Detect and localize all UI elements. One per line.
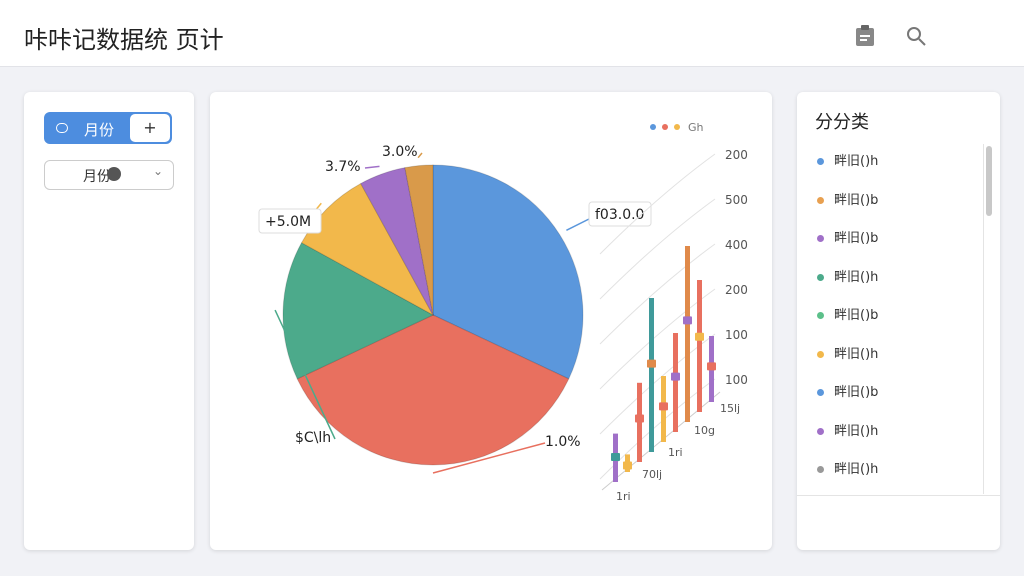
category-label: 畔旧()h <box>834 154 879 169</box>
legend-label: Gh <box>688 121 704 134</box>
category-item[interactable]: 畔旧()h <box>817 150 878 169</box>
chart: f03.0.0 1.0% $C\lh +5.0M 3.7% 3.0% Gh 200 500 400… <box>258 121 748 503</box>
category-item[interactable]: 畔旧()b <box>817 381 878 400</box>
bar-cap <box>647 359 656 368</box>
bar-cap <box>611 452 620 461</box>
y-tick-label: 100 <box>725 373 748 387</box>
month-toggle[interactable]: 月份 + <box>44 112 172 144</box>
chevron: ⌄ <box>152 164 163 178</box>
bar <box>697 280 702 412</box>
bar <box>673 333 678 432</box>
slice-label: 1.0% <box>545 434 581 450</box>
category-label: 畔旧()b <box>834 192 879 208</box>
category-item[interactable]: 畔旧()b <box>817 304 878 323</box>
category-title: 分分类 <box>815 112 869 133</box>
category-dot <box>817 466 824 473</box>
bar-cap <box>635 414 644 423</box>
bar-cap <box>623 461 632 470</box>
x-tick-label: 1ri <box>616 490 631 503</box>
slice-label: f03.0.0 <box>595 207 644 223</box>
clipboard-icon[interactable] <box>854 24 876 48</box>
sidebar: 月份 + 月份 ⌄ <box>24 92 194 550</box>
pie-slice <box>360 167 434 316</box>
category-dot <box>817 273 824 281</box>
header: 咔咔记数据统 页计 <box>0 0 1024 67</box>
toggle-icon <box>56 123 68 133</box>
bar-cap <box>683 316 692 325</box>
pie-slice <box>282 242 435 380</box>
bar <box>685 246 690 422</box>
slice-label: 3.0% <box>382 144 418 160</box>
divider <box>797 495 1000 496</box>
add-button[interactable]: + <box>130 114 170 142</box>
x-tick-label: 1ri <box>668 446 683 459</box>
legend-dot <box>662 124 668 130</box>
category-item[interactable]: 畔旧()h <box>817 458 878 477</box>
scrollbar-thumb[interactable] <box>986 146 992 216</box>
category-item[interactable]: 畔旧()b <box>817 227 878 246</box>
category-label: 畔旧()b <box>834 231 879 246</box>
grid-line <box>599 243 716 345</box>
pie-slice <box>404 164 434 316</box>
slice-label: 3.7% <box>325 159 361 175</box>
leader-line <box>417 152 423 159</box>
slice-label: $C\lh <box>295 430 331 446</box>
x-tick-label: 70lj <box>642 468 662 481</box>
category-item[interactable]: 畔旧()h <box>817 420 878 439</box>
select-label: 月份 <box>83 169 111 185</box>
grid-line <box>599 153 716 255</box>
leader-line <box>364 165 380 169</box>
category-dot <box>817 196 824 204</box>
category-dot <box>817 389 824 396</box>
category-dot <box>817 235 824 242</box>
chart-panel: f03.0.0 1.0% $C\lh +5.0M 3.7% 3.0% Gh 200 500 400… <box>210 92 772 550</box>
category-label: 畔旧()b <box>834 308 879 323</box>
category-dot <box>817 350 824 358</box>
grid-line <box>599 198 716 300</box>
y-tick-label: 500 <box>725 193 748 207</box>
y-tick-label: 100 <box>725 328 748 342</box>
toggle-label: 月份 <box>84 121 115 139</box>
category-label: 畔旧()b <box>834 385 879 400</box>
category-item[interactable]: 畔旧()h <box>817 266 878 285</box>
scrollbar-track <box>983 144 994 494</box>
bar-cap <box>659 402 668 411</box>
grid-line <box>599 333 716 435</box>
slice-label: +5.0M <box>265 214 311 230</box>
category-label: 畔旧()h <box>834 462 879 477</box>
pie-slice <box>296 314 570 466</box>
grid-line <box>599 288 716 390</box>
category-label: 畔旧()h <box>834 269 879 285</box>
legend-dot <box>674 124 680 130</box>
category-dot <box>817 427 824 435</box>
leader-line <box>432 442 546 474</box>
y-tick-label: 400 <box>725 238 748 252</box>
cursor <box>107 167 121 181</box>
category-item[interactable]: 畔旧()b <box>817 189 878 208</box>
x-tick-label: 10g <box>694 424 715 437</box>
search-icon[interactable] <box>906 26 928 48</box>
label-box <box>258 208 322 234</box>
bar-cap <box>707 362 716 371</box>
month-select[interactable]: 月份 ⌄ <box>44 160 174 190</box>
category-dot <box>817 312 824 319</box>
bar-cap <box>671 372 680 381</box>
pie-slice <box>300 182 435 317</box>
category-label: 畔旧()h <box>834 346 879 362</box>
x-tick-label: 15lj <box>720 402 740 415</box>
category-panel: 分分类 畔旧()h 畔旧()b 畔旧()b 畔旧()h 畔旧()b 畔旧()h 畔旧()b 畔… <box>797 92 1000 550</box>
legend-dot <box>650 124 656 130</box>
category-item[interactable]: 畔旧()h <box>817 343 878 362</box>
category-label: 畔旧()h <box>834 423 879 439</box>
page-title: 咔咔记数据统 页计 <box>24 26 224 54</box>
bar-cap <box>695 332 704 341</box>
y-tick-label: 200 <box>725 283 748 297</box>
category-dot <box>817 158 824 165</box>
bar <box>649 298 654 452</box>
pie-slice <box>432 164 584 380</box>
leader-line <box>274 309 336 440</box>
y-tick-label: 200 <box>725 148 748 162</box>
